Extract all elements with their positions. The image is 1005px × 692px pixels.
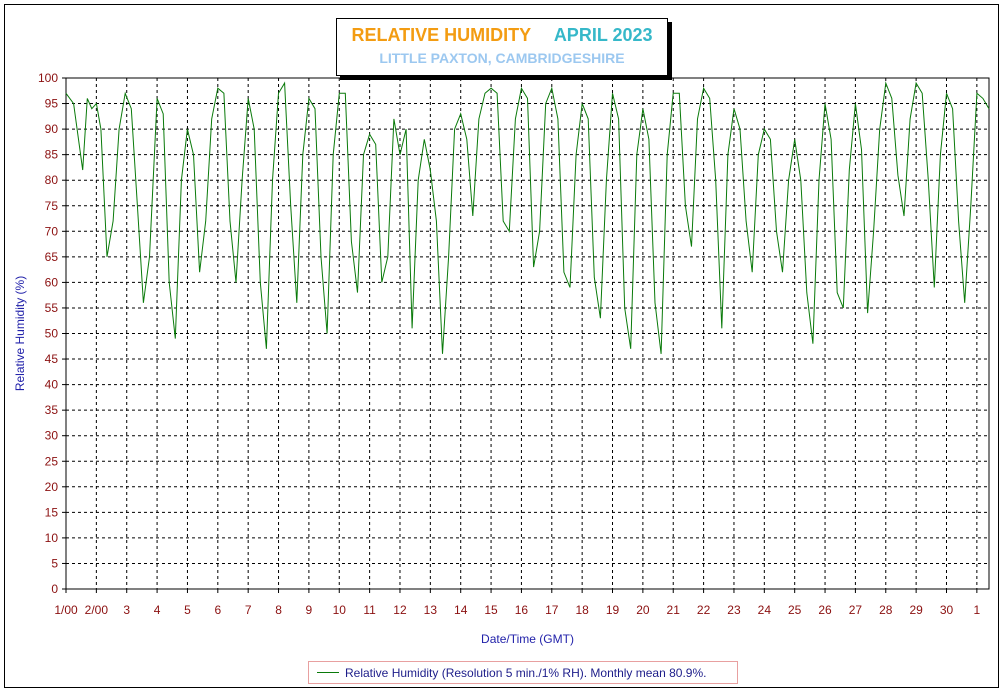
x-tick-label: 7 — [245, 603, 252, 617]
x-tick-label: 29 — [909, 603, 923, 617]
y-axis-ticks: 0 5 10 15 20 25 30 35 40 45 50 55 60 65 70 75 80 85 90 95 10… — [38, 71, 66, 596]
x-tick-label: 30 — [940, 603, 954, 617]
y-tick-label: 0 — [51, 582, 58, 596]
x-tick-label: 13 — [424, 603, 438, 617]
x-tick-label: 9 — [306, 603, 313, 617]
x-tick-label: 15 — [484, 603, 498, 617]
y-tick-label: 95 — [45, 97, 59, 111]
grid — [66, 78, 989, 589]
x-tick-label: 22 — [697, 603, 711, 617]
y-tick-label: 15 — [45, 505, 59, 519]
y-tick-label: 90 — [45, 122, 59, 136]
x-axis-label: Date/Time (GMT) — [481, 632, 574, 646]
y-tick-label: 10 — [45, 531, 59, 545]
x-tick-label: 16 — [515, 603, 529, 617]
x-tick-label: 18 — [575, 603, 589, 617]
chart-frame — [4, 4, 999, 688]
x-tick-label: 20 — [636, 603, 650, 617]
y-tick-label: 55 — [45, 301, 59, 315]
x-tick-label: 28 — [879, 603, 893, 617]
y-tick-label: 65 — [45, 250, 59, 264]
x-tick-label: 23 — [727, 603, 741, 617]
y-tick-label: 35 — [45, 403, 59, 417]
y-tick-label: 25 — [45, 454, 59, 468]
x-tick-label: 2/00 — [85, 603, 109, 617]
y-axis-label: Relative Humidity (%) — [13, 276, 27, 391]
y-tick-label: 60 — [45, 275, 59, 289]
y-tick-label: 5 — [51, 556, 58, 570]
x-tick-label: 25 — [788, 603, 802, 617]
x-tick-label: 21 — [667, 603, 681, 617]
y-tick-label: 30 — [45, 429, 59, 443]
title-line: RELATIVE HUMIDITY APRIL 2023 — [337, 25, 667, 46]
x-tick-label: 14 — [454, 603, 468, 617]
x-axis-ticks: 1/00 2/00 3 4 5 6 7 8 9 10 11 12 13 14 15 16 17 18 19 20 21 2… — [54, 589, 981, 617]
x-tick-label: 6 — [214, 603, 221, 617]
x-tick-label: 19 — [606, 603, 620, 617]
y-tick-label: 20 — [45, 480, 59, 494]
x-tick-label: 1/00 — [54, 603, 78, 617]
chart-title: RELATIVE HUMIDITY — [351, 25, 531, 45]
x-tick-label: 10 — [333, 603, 347, 617]
y-tick-label: 70 — [45, 224, 59, 238]
legend-swatch — [317, 672, 339, 673]
y-tick-label: 100 — [38, 71, 58, 85]
y-tick-label: 45 — [45, 352, 59, 366]
chart-subtitle: LITTLE PAXTON, CAMBRIDGESHIRE — [379, 50, 625, 66]
y-tick-label: 50 — [45, 327, 59, 341]
x-tick-label: 12 — [393, 603, 407, 617]
y-tick-label: 75 — [45, 199, 59, 213]
x-tick-label: 17 — [545, 603, 559, 617]
x-tick-label: 5 — [184, 603, 191, 617]
y-tick-label: 85 — [45, 148, 59, 162]
x-tick-label: 27 — [849, 603, 863, 617]
x-tick-label: 26 — [818, 603, 832, 617]
series-line-relative-humidity — [65, 81, 990, 354]
y-tick-label: 40 — [45, 378, 59, 392]
x-tick-label: 1 — [974, 603, 981, 617]
title-box: RELATIVE HUMIDITY APRIL 2023 LITTLE PAXT… — [336, 18, 668, 76]
chart-title-month: APRIL 2023 — [553, 25, 653, 45]
legend-label: Relative Humidity (Resolution 5 min./1% … — [345, 665, 707, 680]
legend: Relative Humidity (Resolution 5 min./1% … — [308, 661, 738, 684]
y-tick-label: 80 — [45, 173, 59, 187]
x-tick-label: 11 — [363, 603, 376, 617]
x-tick-label: 8 — [275, 603, 282, 617]
x-tick-label: 24 — [758, 603, 772, 617]
x-tick-label: 3 — [123, 603, 130, 617]
x-tick-label: 4 — [154, 603, 161, 617]
